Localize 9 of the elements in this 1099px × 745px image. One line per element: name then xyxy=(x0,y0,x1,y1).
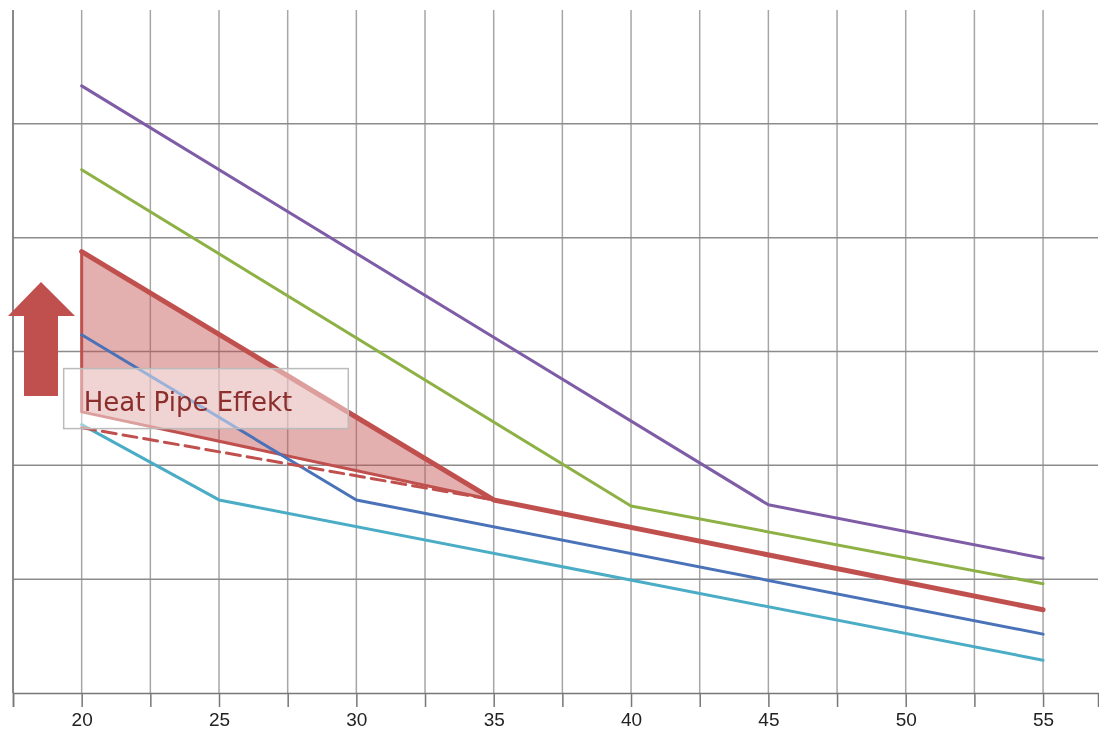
x-tick-label: 45 xyxy=(758,709,780,731)
x-tick-label: 25 xyxy=(208,709,231,731)
x-tick-label: 35 xyxy=(483,709,505,731)
x-tick-label: 40 xyxy=(620,709,643,731)
x-tick-label: 30 xyxy=(346,709,368,731)
x-tick-label: 55 xyxy=(1032,709,1055,731)
x-tick-label: 20 xyxy=(71,709,93,731)
annotation: Heat Pipe Effekt xyxy=(83,386,293,417)
x-tick-label: 50 xyxy=(895,709,917,731)
